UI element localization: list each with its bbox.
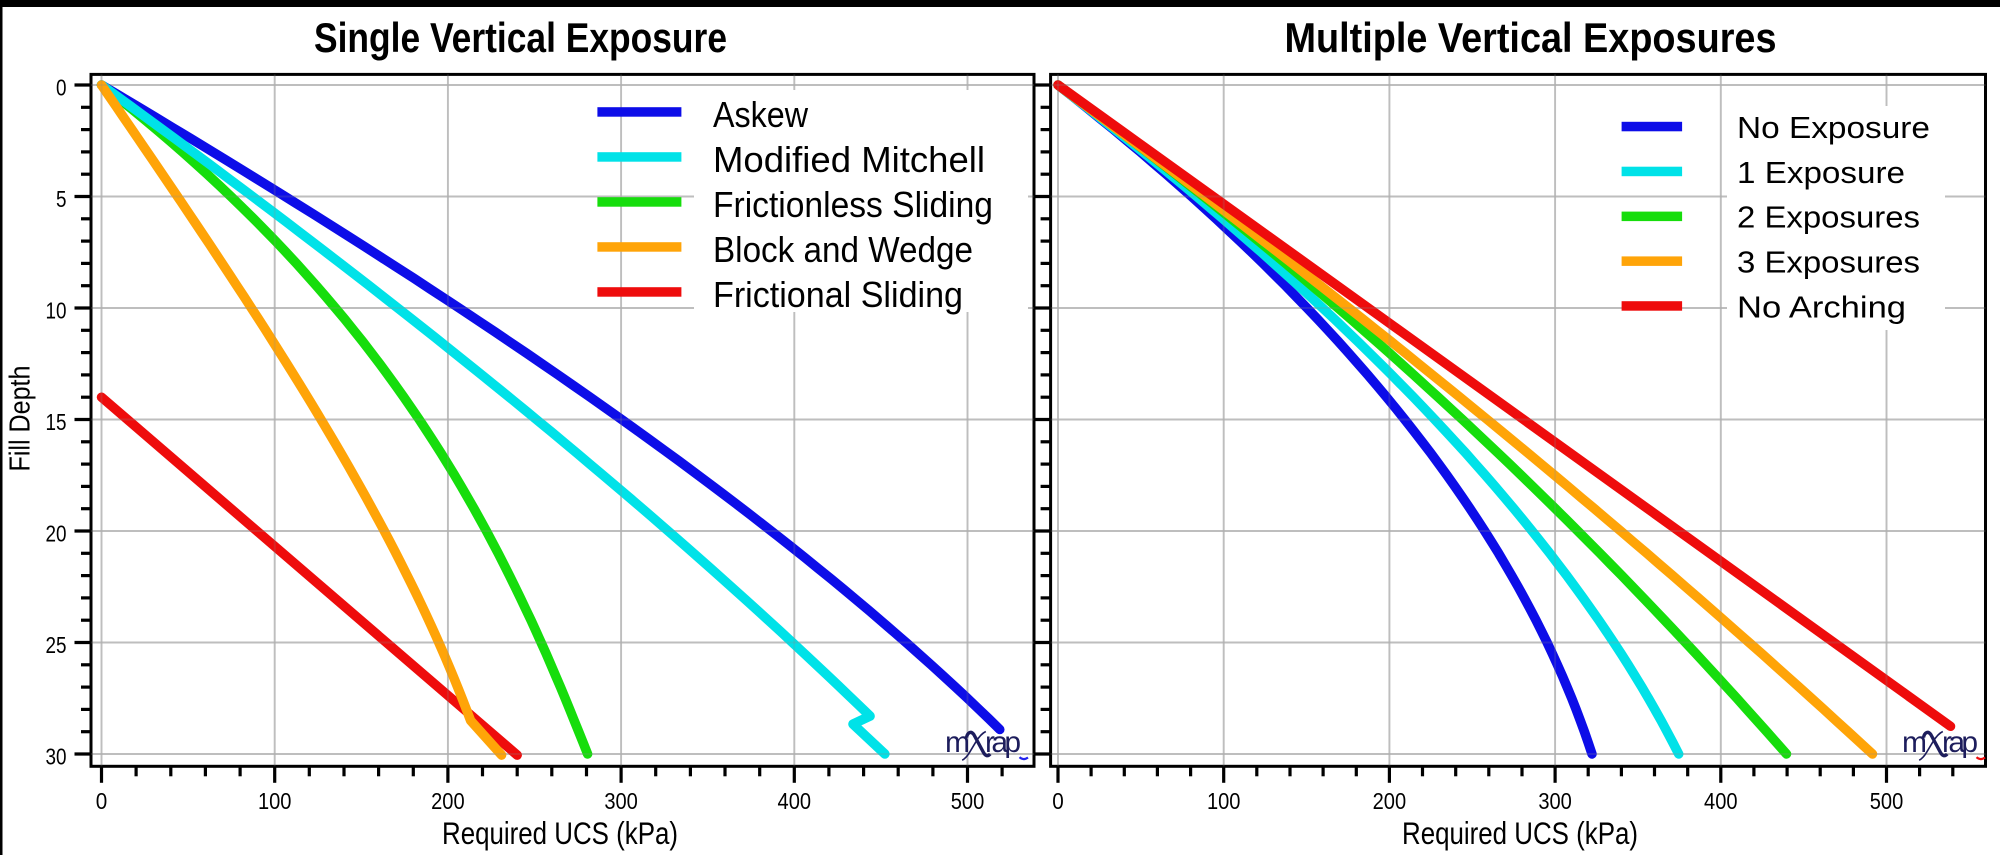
svg-text:rap: rap bbox=[985, 726, 1021, 759]
svg-text:0: 0 bbox=[96, 788, 108, 814]
svg-text:Frictionless Sliding: Frictionless Sliding bbox=[713, 184, 993, 225]
svg-text:Required UCS (kPa): Required UCS (kPa) bbox=[1402, 815, 1638, 851]
svg-text:3 Exposures: 3 Exposures bbox=[1737, 245, 1920, 280]
svg-text:0: 0 bbox=[56, 75, 67, 101]
svg-text:100: 100 bbox=[1207, 788, 1241, 814]
svg-text:10: 10 bbox=[46, 298, 67, 324]
svg-text:400: 400 bbox=[778, 788, 812, 814]
svg-text:m: m bbox=[945, 726, 970, 759]
svg-text:No Exposure: No Exposure bbox=[1737, 110, 1930, 145]
svg-text:200: 200 bbox=[1373, 788, 1407, 814]
svg-text:25: 25 bbox=[46, 632, 67, 658]
svg-text:2 Exposures: 2 Exposures bbox=[1737, 200, 1920, 235]
svg-text:Required UCS (kPa): Required UCS (kPa) bbox=[442, 815, 678, 851]
svg-text:20: 20 bbox=[46, 521, 67, 547]
svg-text:1 Exposure: 1 Exposure bbox=[1737, 155, 1905, 190]
svg-text:Askew: Askew bbox=[713, 94, 809, 135]
svg-text:No Arching: No Arching bbox=[1737, 289, 1906, 324]
svg-text:Block and Wedge: Block and Wedge bbox=[713, 229, 973, 270]
svg-text:15: 15 bbox=[46, 409, 67, 435]
svg-text:Fill Depth: Fill Depth bbox=[5, 366, 37, 472]
svg-text:rap: rap bbox=[1942, 726, 1978, 759]
svg-text:5: 5 bbox=[56, 186, 67, 212]
svg-text:30: 30 bbox=[46, 744, 67, 770]
svg-text:Single Vertical Exposure: Single Vertical Exposure bbox=[314, 14, 727, 61]
svg-text:Modified Mitchell: Modified Mitchell bbox=[713, 139, 985, 180]
svg-text:300: 300 bbox=[604, 788, 638, 814]
svg-text:300: 300 bbox=[1538, 788, 1572, 814]
svg-text:Multiple Vertical Exposures: Multiple Vertical Exposures bbox=[1285, 14, 1777, 61]
svg-text:Frictional Sliding: Frictional Sliding bbox=[713, 274, 963, 315]
svg-text:100: 100 bbox=[258, 788, 292, 814]
svg-text:0: 0 bbox=[1052, 788, 1064, 814]
svg-text:500: 500 bbox=[1870, 788, 1904, 814]
svg-text:m: m bbox=[1902, 726, 1927, 759]
svg-text:500: 500 bbox=[951, 788, 985, 814]
svg-text:200: 200 bbox=[431, 788, 465, 814]
svg-text:400: 400 bbox=[1704, 788, 1738, 814]
